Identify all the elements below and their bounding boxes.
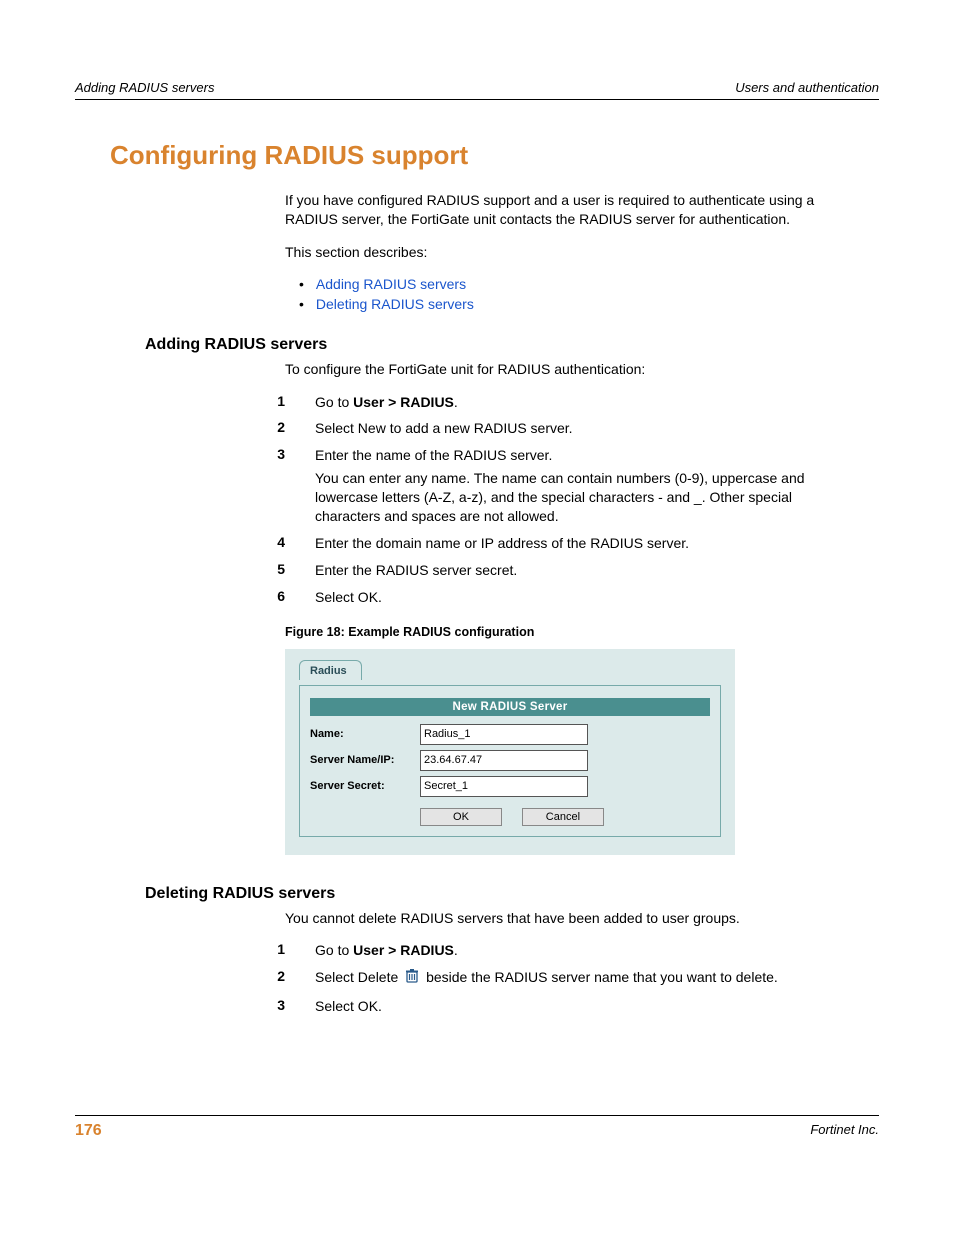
figure-caption: Figure 18: Example RADIUS configuration (285, 625, 859, 639)
step-number: 3 (245, 997, 285, 1013)
radius-panel: New RADIUS Server Name: Server Name/IP: … (299, 685, 721, 837)
link-add-radius[interactable]: Adding RADIUS servers (316, 276, 466, 292)
section-heading-add: Adding RADIUS servers (145, 336, 879, 354)
step-text: Select Delete beside the RADIUS server n… (285, 968, 859, 989)
header-left: Adding RADIUS servers (75, 80, 214, 95)
section-heading-del: Deleting RADIUS servers (145, 885, 879, 903)
page-title: Configuring RADIUS support (110, 140, 879, 171)
step-number: 3 (245, 446, 285, 462)
tab-row: Radius (299, 659, 735, 685)
step-number: 5 (245, 561, 285, 577)
footer-company: Fortinet Inc. (810, 1122, 879, 1140)
step-text: Select OK. (285, 997, 859, 1016)
tab-radius[interactable]: Radius (299, 660, 362, 680)
del-steps: 1 Go to User > RADIUS. 2 Select Delete (245, 941, 859, 1016)
add-lead: To configure the FortiGate unit for RADI… (285, 360, 859, 379)
step-text: Go to User > RADIUS. (285, 941, 859, 960)
step-number: 2 (245, 968, 285, 984)
intro-block: If you have configured RADIUS support an… (285, 191, 859, 312)
ok-button[interactable]: OK (420, 808, 502, 826)
step-row: 1 Go to User > RADIUS. (245, 941, 859, 960)
step-row: 3 Enter the name of the RADIUS server. Y… (245, 446, 859, 526)
document-page: Adding RADIUS servers Users and authenti… (0, 0, 954, 1180)
step-row: 2 Select New to add a new RADIUS server. (245, 419, 859, 438)
del-lead-block: You cannot delete RADIUS servers that ha… (285, 909, 859, 928)
step-row: 3 Select OK. (245, 997, 859, 1016)
trash-icon (404, 968, 420, 989)
input-secret[interactable] (420, 776, 588, 797)
step-text: Select New to add a new RADIUS server. (285, 419, 859, 438)
button-row: OK Cancel (420, 807, 710, 826)
add-lead-block: To configure the FortiGate unit for RADI… (285, 360, 859, 379)
input-name[interactable] (420, 724, 588, 745)
input-ip[interactable] (420, 750, 588, 771)
label-secret: Server Secret: (310, 780, 420, 792)
page-number: 176 (75, 1122, 102, 1140)
step-number: 6 (245, 588, 285, 604)
step-row: 6 Select OK. (245, 588, 859, 607)
page-footer: 176 Fortinet Inc. (75, 1115, 879, 1140)
step-text: Enter the domain name or IP address of t… (285, 534, 859, 553)
panel-title: New RADIUS Server (310, 698, 710, 716)
label-ip: Server Name/IP: (310, 754, 420, 766)
step-number: 4 (245, 534, 285, 550)
label-name: Name: (310, 728, 420, 740)
step-text: Enter the RADIUS server secret. (285, 561, 859, 580)
step-number: 1 (245, 941, 285, 957)
running-header: Adding RADIUS servers Users and authenti… (75, 80, 879, 100)
step-row: 4 Enter the domain name or IP address of… (245, 534, 859, 553)
step-number: 1 (245, 393, 285, 409)
step-number: 2 (245, 419, 285, 435)
intro-links-list: Adding RADIUS servers Deleting RADIUS se… (285, 276, 859, 312)
header-right: Users and authentication (735, 80, 879, 95)
cancel-button[interactable]: Cancel (522, 808, 604, 826)
step-row: 1 Go to User > RADIUS. (245, 393, 859, 412)
step-row: 2 Select Delete beside the RADIUS server… (245, 968, 859, 989)
figure-radius-config: Radius New RADIUS Server Name: Server Na… (285, 649, 735, 855)
form-row-ip: Server Name/IP: (310, 750, 710, 771)
step-text: Select OK. (285, 588, 859, 607)
form-row-name: Name: (310, 724, 710, 745)
step-text: Enter the name of the RADIUS server. You… (285, 446, 859, 526)
intro-paragraph-2: This section describes: (285, 243, 859, 262)
figure-caption-block: Figure 18: Example RADIUS configuration (285, 625, 859, 639)
add-steps: 1 Go to User > RADIUS. 2 Select New to a… (245, 393, 859, 607)
step-text: Go to User > RADIUS. (285, 393, 859, 412)
form-row-secret: Server Secret: (310, 776, 710, 797)
intro-paragraph-1: If you have configured RADIUS support an… (285, 191, 859, 229)
del-lead: You cannot delete RADIUS servers that ha… (285, 909, 859, 928)
step-row: 5 Enter the RADIUS server secret. (245, 561, 859, 580)
link-del-radius[interactable]: Deleting RADIUS servers (316, 296, 474, 312)
